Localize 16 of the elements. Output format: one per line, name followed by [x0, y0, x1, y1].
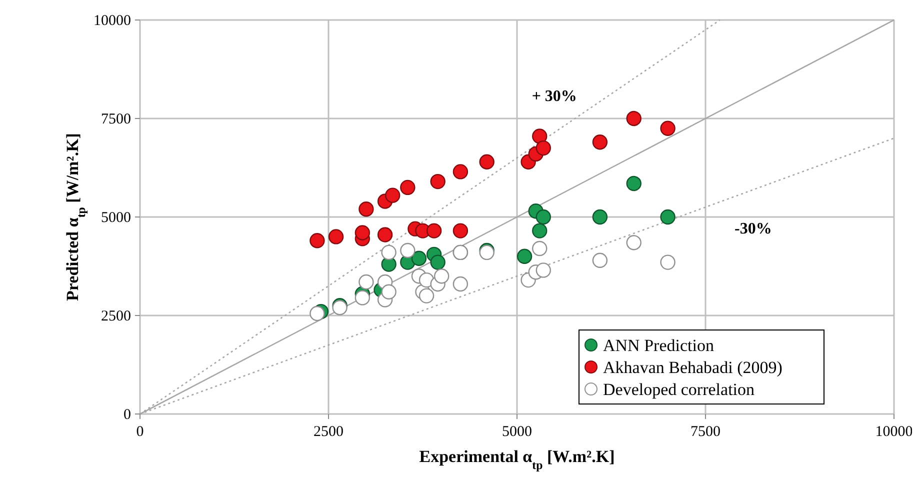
- annotation: -30%: [734, 220, 772, 238]
- y-tick-label: 5000: [101, 210, 131, 226]
- x-tick-label: 2500: [314, 424, 344, 440]
- x-tick-label: 5000: [502, 424, 532, 440]
- x-tick-label: 10000: [875, 424, 913, 440]
- y-tick-label: 7500: [101, 112, 131, 128]
- y-tick-label: 0: [124, 407, 131, 423]
- x-axis-title: Experimental α$_{tp}$ [W.m².K]: [419, 447, 615, 472]
- y-tick-label: 10000: [94, 13, 131, 29]
- legend-label: Akhavan Behabadi (2009): [603, 358, 782, 377]
- x-tick-label: 7500: [690, 424, 720, 440]
- annotation: + 30%: [532, 88, 577, 106]
- legend-label: ANN Prediction: [603, 336, 714, 355]
- legend-label: Developed correlation: [603, 380, 756, 399]
- x-tick-label: 0: [136, 424, 144, 440]
- y-tick-label: 2500: [101, 308, 131, 324]
